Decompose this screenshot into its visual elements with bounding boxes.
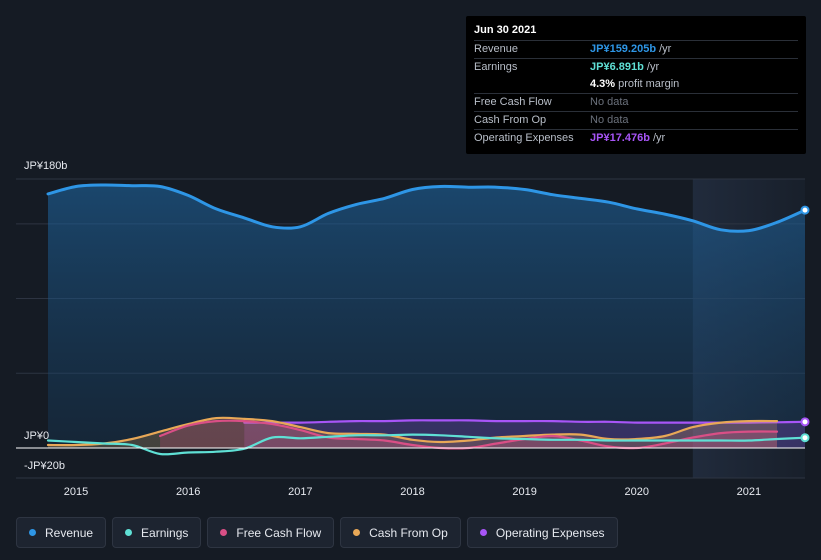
y-tick-top: JP¥180b [24,160,68,172]
tooltip-row: Earnings JP¥6.891b /yr [474,58,798,76]
tooltip-row-value: JP¥17.476b [590,132,650,144]
tooltip-row: Revenue JP¥159.205b /yr [474,40,798,58]
legend-label: Free Cash Flow [236,525,322,540]
cash-from-op-line [46,416,779,447]
x-tick-label: 2020 [625,486,649,498]
tooltip-panel: Jun 30 2021 Revenue JP¥159.205b /yr Earnin… [466,16,806,154]
x-tick-label: 2015 [64,486,88,498]
tooltip-row-value: No data [590,96,629,108]
tooltip-row-label: Revenue [474,43,519,55]
earnings-line [46,433,807,456]
tooltip-row-label [474,76,590,93]
tooltip-row: Operating Expenses JP¥17.476b /yr [474,129,798,147]
x-tick-label: 2021 [737,486,761,498]
operating-expenses-end-marker [800,417,810,427]
legend-dot-icon [220,529,228,536]
legend-item-operating-expenses[interactable]: Operating Expenses [466,517,618,548]
tooltip-row-unit: /yr [656,43,672,55]
tooltip-row-value: JP¥6.891b [590,61,644,73]
legend-label: Cash From Op [369,525,448,540]
legend-item-cash-from-op[interactable]: Cash From Op [340,517,461,548]
legend-item-revenue[interactable]: Revenue [16,517,107,548]
legend-dot-icon [125,529,133,536]
legend-dot-icon [479,529,487,536]
revenue-end-marker [800,205,810,215]
tooltip-date: Jun 30 2021 [474,24,537,36]
legend-label: Revenue [45,525,94,540]
legend-item-free-cash-flow[interactable]: Free Cash Flow [207,517,335,548]
y-tick-zero: JP¥0 [24,430,50,442]
tooltip-row-label: Cash From Op [474,114,547,126]
legend-dot-icon [353,529,361,536]
tooltip-row-value: 4.3% [590,78,616,90]
y-tick-bottom: -JP¥20b [24,460,65,472]
tooltip-row: Cash From Op No data [474,111,798,129]
x-tick-label: 2016 [176,486,200,498]
x-tick-label: 2019 [512,486,536,498]
legend: Revenue Earnings Free Cash Flow Cash From O… [16,517,618,548]
earnings-end-marker [800,433,810,443]
tooltip-row-label: Operating Expenses [474,132,574,144]
tooltip-row-unit: /yr [649,132,666,144]
tooltip-row-unit: profit margin [615,78,680,90]
legend-dot-icon [29,529,36,536]
revenue-line [46,183,807,233]
tooltip-row: 4.3% profit margin [474,76,798,93]
revenue-area [48,184,805,449]
legend-item-earnings[interactable]: Earnings [112,517,202,548]
tooltip-row-label: Earnings [474,61,518,73]
tooltip-row-unit: /yr [643,61,660,73]
x-tick-label: 2018 [400,486,424,498]
tooltip-row-label: Free Cash Flow [474,96,552,108]
tooltip-row: Free Cash Flow No data [474,93,798,111]
tooltip-row-value: No data [590,114,629,126]
free-cash-flow-area [160,420,778,449]
legend-label: Operating Expenses [495,525,605,540]
tooltip-row-value: JP¥159.205b [590,43,657,55]
x-tick-label: 2017 [288,486,312,498]
legend-label: Earnings [141,525,189,540]
